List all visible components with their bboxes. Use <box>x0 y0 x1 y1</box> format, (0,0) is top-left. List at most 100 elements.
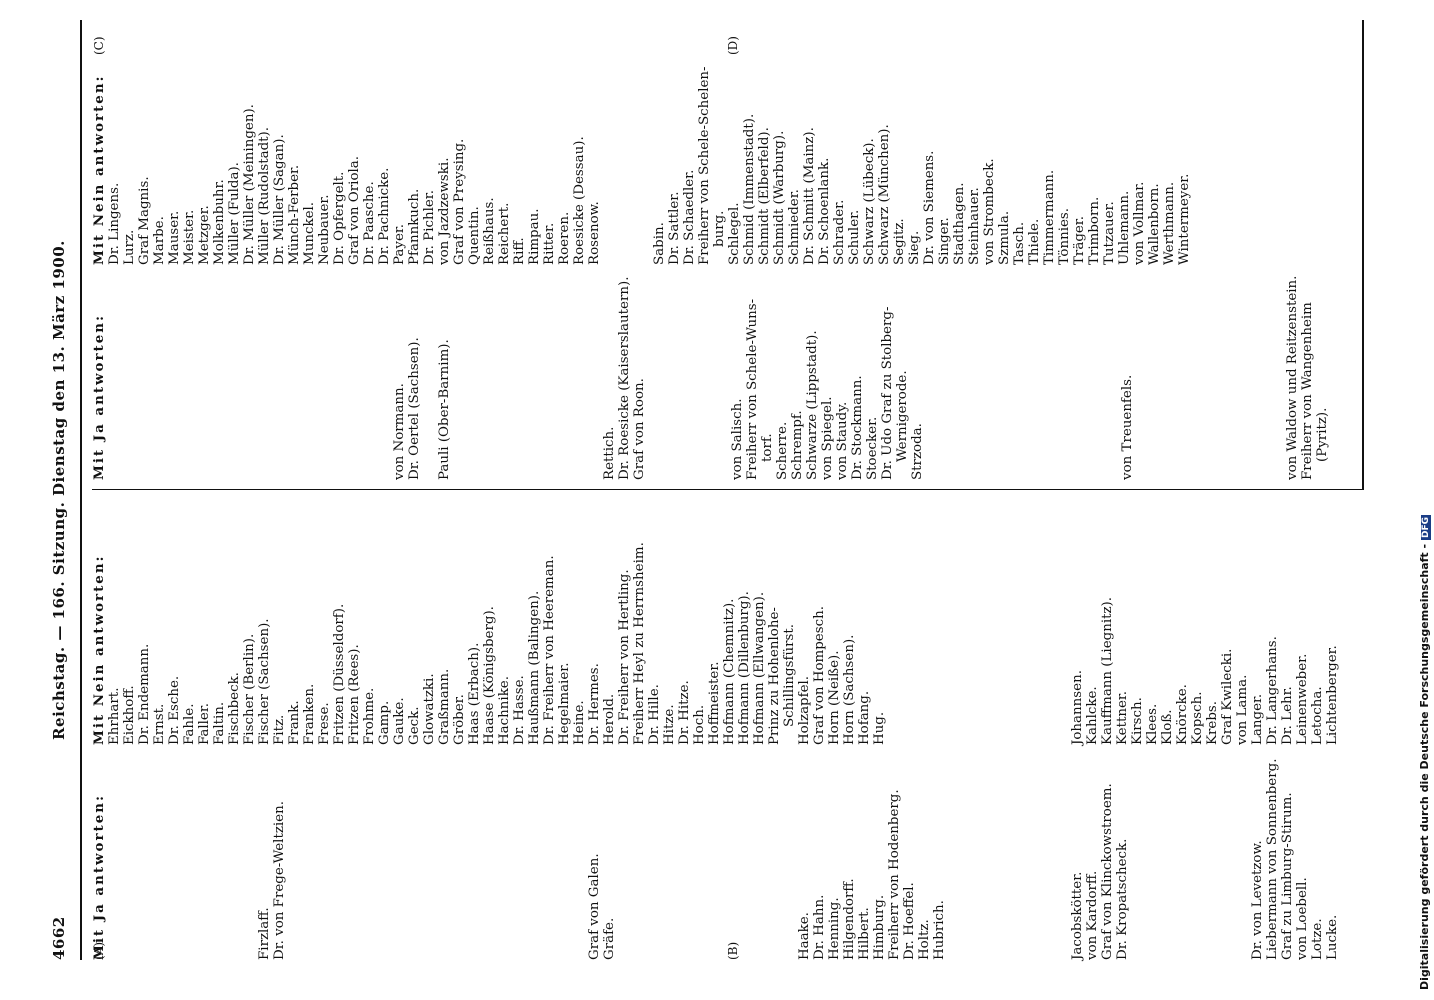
member-name: Stoecker. <box>865 416 880 480</box>
member-name: Dr. Hasse. <box>512 675 527 745</box>
member-name <box>317 745 332 960</box>
member-name: Dr. Lingens. <box>107 182 122 265</box>
member-name: Riff. <box>512 237 527 265</box>
member-name <box>1105 265 1120 480</box>
member-name <box>242 745 257 960</box>
member-name: Dr. Hermes. <box>587 663 602 745</box>
member-name: Lichtenberger. <box>1325 645 1340 745</box>
member-name: Schwarze (Lippstadt). <box>805 330 820 480</box>
member-name: Dr. Paasche. <box>362 181 377 265</box>
member-name: Dr. Hahn. <box>812 894 827 960</box>
member-name <box>317 265 332 480</box>
member-name: Graf Kwilecki. <box>1220 648 1235 745</box>
member-name: Neubauer. <box>317 194 332 265</box>
member-name: von Jazdzewski. <box>437 157 452 265</box>
member-name <box>347 265 362 480</box>
member-name <box>182 745 197 960</box>
dfg-logo: DFG <box>1421 514 1431 540</box>
member-name: Horn (Neiße). <box>827 650 842 745</box>
column-nein-2: Johannsen. Kahlcke. Kauffmann (Liegnitz). K… <box>1070 510 1340 745</box>
member-name: Hofmann (Dillenburg). <box>737 591 752 745</box>
member-name <box>302 265 317 480</box>
member-name: Graf von Klinckowstroem. <box>1100 783 1115 960</box>
member-name <box>1150 265 1165 480</box>
member-name: Dr. von Frege-Weltzien. <box>272 801 287 960</box>
member-name: Schlegel. <box>727 202 742 265</box>
member-name: (Pyritz). <box>1315 407 1330 462</box>
member-name: Dr. Udo Graf zu Stolberg- <box>880 306 895 480</box>
member-name <box>137 745 152 960</box>
member-name: Uhlemann. <box>1117 190 1132 265</box>
page-title: Reichstag. — 166. Sitzung. Dienstag den … <box>50 240 68 740</box>
member-name: Schwarz (Lübeck). <box>862 138 877 265</box>
member-name <box>970 265 985 480</box>
member-name: Dr. Freiherr von Heereman. <box>542 555 557 745</box>
member-name: Dr. Opfergelt. <box>332 171 347 265</box>
member-name: Freiherr von Wangenheim <box>1300 302 1315 480</box>
member-name: Faltin. <box>212 701 227 745</box>
member-name: Metzger. <box>197 205 212 265</box>
member-name <box>1225 265 1240 480</box>
member-name: Molkenbuhr. <box>212 179 227 265</box>
member-name <box>1165 265 1180 480</box>
digitization-note: Digitalisierung gefördert durch die Deut… <box>1418 543 1431 990</box>
member-name <box>1145 745 1160 960</box>
member-name <box>152 265 167 480</box>
member-name: Horn (Sachsen). <box>842 634 857 745</box>
member-name <box>377 745 392 960</box>
member-name: Segitz. <box>892 218 907 265</box>
member-name: Singer. <box>937 217 952 265</box>
member-name: Kloß. <box>1160 709 1175 745</box>
member-name <box>1000 265 1015 480</box>
member-name: Hug. <box>872 711 887 745</box>
member-name: Wallenborn. <box>1147 183 1162 265</box>
member-name <box>782 745 797 960</box>
member-name: Mauser. <box>167 210 182 265</box>
member-name <box>707 745 722 960</box>
member-name: Frohme. <box>362 687 377 745</box>
member-name <box>1270 265 1285 480</box>
member-name <box>227 265 242 480</box>
member-name: von Loebell. <box>1295 877 1310 960</box>
member-name <box>512 745 527 960</box>
member-name: Marbe. <box>152 216 167 265</box>
member-name: Gröber. <box>452 694 467 745</box>
member-name <box>587 265 602 480</box>
member-name: Timmermann. <box>1042 169 1057 265</box>
member-name <box>497 265 512 480</box>
member-name <box>227 745 242 960</box>
member-name: von Vollmar. <box>1132 181 1147 265</box>
member-name: von Salisch. <box>730 398 745 480</box>
member-name: von Normann. <box>392 383 407 480</box>
member-name: Schillingsfürst. <box>782 624 797 727</box>
member-name: Dr. Pachnicke. <box>377 167 392 265</box>
member-name: Fischer (Sachsen). <box>257 618 272 745</box>
member-name: Hoch. <box>692 704 707 745</box>
member-name: Hoffmeister. <box>707 661 722 745</box>
member-name: Dr. Oertel (Sachsen). <box>407 337 422 480</box>
member-name <box>1160 745 1175 960</box>
member-name: Fitz. <box>272 714 287 745</box>
member-name: Dr. Stockmann. <box>850 375 865 480</box>
member-name <box>1090 265 1105 480</box>
member-name: Haußmann (Balingen). <box>527 590 542 745</box>
column-heading: Mit Ja antworten: <box>91 794 107 960</box>
member-name: Kahlcke. <box>1085 686 1100 745</box>
member-name <box>557 745 572 960</box>
member-name: Payer. <box>392 223 407 265</box>
member-name: Hofang. <box>857 690 872 745</box>
member-name: Graf Magnis. <box>137 176 152 265</box>
member-name <box>527 265 542 480</box>
member-name <box>467 745 482 960</box>
member-name: Steinhauer. <box>967 187 982 265</box>
member-name: Haase (Königsberg). <box>482 606 497 745</box>
member-name: Freiherr Heyl zu Herrnsheim. <box>632 542 647 745</box>
member-name <box>1240 265 1255 480</box>
member-name: Rettich. <box>602 426 617 480</box>
member-name <box>1130 745 1145 960</box>
member-name: Roeren. <box>557 211 572 265</box>
member-name: Klees. <box>1145 703 1160 745</box>
column-divider <box>92 489 1362 490</box>
member-name <box>692 745 707 960</box>
member-name <box>1205 745 1220 960</box>
